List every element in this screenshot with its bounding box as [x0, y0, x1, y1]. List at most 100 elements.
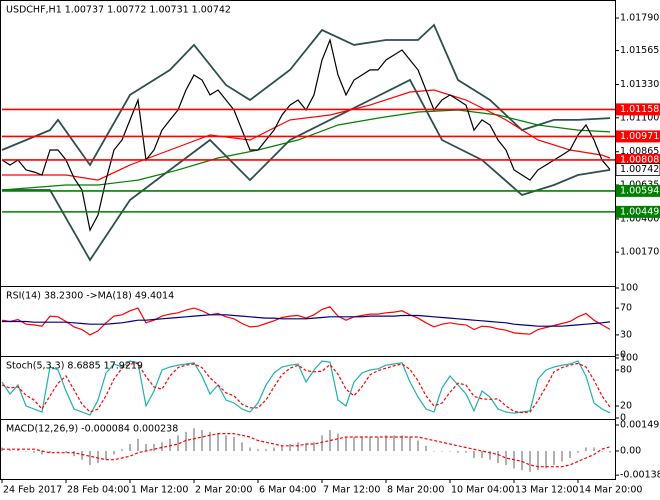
x-tick-label: 2 Mar 20:00: [195, 485, 252, 496]
histogram-bar: [553, 450, 555, 465]
histogram-bar: [489, 450, 491, 460]
histogram-bar: [49, 450, 51, 453]
histogram-bar: [313, 442, 315, 451]
panel-frame: [0, 419, 616, 480]
histogram-bar: [265, 449, 267, 451]
histogram-bar: [241, 442, 243, 451]
y-tick-label: 1.00400: [620, 213, 659, 224]
x-tick-label: 6 Mar 04:00: [259, 485, 316, 496]
histogram-bar: [569, 450, 571, 458]
histogram-bar: [129, 444, 131, 451]
histogram-bar: [601, 450, 603, 452]
plot-area: [1, 306, 611, 336]
last-price-box: [615, 163, 660, 176]
histogram-bar: [393, 435, 395, 451]
histogram-bar: [321, 435, 323, 451]
histogram-bar: [505, 450, 507, 465]
histogram-bar: [185, 431, 187, 451]
y-tick-label: 0: [620, 350, 626, 361]
x-tick-label: 24 Feb 2017: [3, 485, 62, 496]
y-tick-label: 1.00170: [620, 247, 659, 258]
plot-area: [1, 428, 611, 472]
histogram-bar: [161, 442, 163, 451]
y-tick-label: 100: [620, 283, 638, 294]
panel-title: MACD(12,26,9) -0.000084 0.000238: [6, 424, 178, 435]
level-label: 1.00449: [620, 206, 659, 217]
histogram-bar: [593, 447, 595, 451]
x-tick-label: 8 Mar 20:00: [387, 485, 444, 496]
histogram-bar: [609, 450, 611, 453]
y-tick-label: 100: [620, 353, 638, 364]
histogram-bar: [73, 450, 75, 457]
histogram-bar: [433, 450, 435, 452]
histogram-bar: [537, 450, 539, 471]
histogram-bar: [545, 450, 547, 469]
series-line: [2, 314, 611, 327]
level-label-box: [616, 184, 660, 197]
histogram-bar: [193, 428, 195, 451]
y-tick-label: 80: [620, 365, 632, 376]
panel-title: RSI(14) 38.2300 ->MA(18) 49.4014: [6, 291, 174, 302]
x-tick-label: 1 Mar 12:00: [131, 485, 188, 496]
histogram-bar: [217, 433, 219, 451]
histogram-bar: [473, 450, 475, 458]
histogram-bar: [585, 447, 587, 451]
histogram-bar: [177, 435, 179, 451]
histogram-bar: [289, 444, 291, 451]
histogram-bar: [153, 444, 155, 451]
histogram-bar: [561, 450, 563, 462]
y-tick-label: 30: [620, 329, 632, 340]
histogram-bar: [17, 449, 19, 451]
series-line: [2, 433, 611, 468]
panel-frame: [0, 356, 616, 420]
histogram-bar: [425, 445, 427, 451]
y-tick-label: 0.00: [620, 445, 641, 456]
series-line: [1, 360, 611, 416]
level-label: 1.01158: [620, 104, 659, 115]
histogram-bar: [305, 444, 307, 451]
series-line: [1, 109, 611, 191]
histogram-bar: [417, 440, 419, 451]
histogram-bar: [521, 450, 523, 471]
last-price-label: 1.00742: [620, 164, 659, 175]
histogram-bar: [41, 450, 43, 455]
x-tick-label: 10 Mar 04:00: [451, 485, 514, 496]
histogram-bar: [481, 450, 483, 458]
histogram-bar: [361, 437, 363, 451]
histogram-bar: [137, 438, 139, 451]
histogram-bar: [401, 435, 403, 451]
y-tick-label: -0.001387: [620, 470, 660, 481]
y-tick-label: 1.00865: [620, 146, 659, 157]
y-tick-label: 0.00149: [620, 420, 659, 431]
y-tick-label: 1.01565: [620, 45, 659, 56]
x-tick-label: 14 Mar 20:00: [579, 485, 642, 496]
x-tick-label: 28 Feb 04:00: [67, 485, 129, 496]
histogram-bar: [273, 447, 275, 451]
histogram-bar: [369, 437, 371, 451]
x-tick-label: 7 Mar 12:00: [323, 485, 380, 496]
histogram-bar: [233, 437, 235, 451]
histogram-bar: [225, 435, 227, 451]
panel-frame: [0, 286, 616, 357]
level-label-box: [616, 103, 660, 116]
level-label: 1.00971: [620, 131, 659, 142]
y-tick-label: 1.01790: [620, 13, 659, 24]
histogram-bar: [97, 450, 99, 464]
histogram-bar: [57, 450, 59, 452]
histogram-bar: [297, 442, 299, 451]
histogram-bar: [25, 450, 27, 452]
histogram-bar: [145, 444, 147, 451]
plot-area: [1, 360, 611, 416]
histogram-bar: [529, 450, 531, 472]
histogram-bar: [249, 447, 251, 451]
histogram-bar: [353, 437, 355, 451]
histogram-bar: [441, 450, 443, 452]
panel-title: Stoch(5,3,3) 8.6885 17.9219: [6, 361, 143, 372]
histogram-bar: [33, 450, 35, 453]
y-tick-label: 1.01100: [620, 112, 659, 123]
y-tick-label: 0: [620, 413, 626, 424]
histogram-bar: [577, 450, 579, 453]
y-tick-label: 20: [620, 401, 632, 412]
histogram-bar: [121, 449, 123, 451]
histogram-bar: [337, 433, 339, 451]
